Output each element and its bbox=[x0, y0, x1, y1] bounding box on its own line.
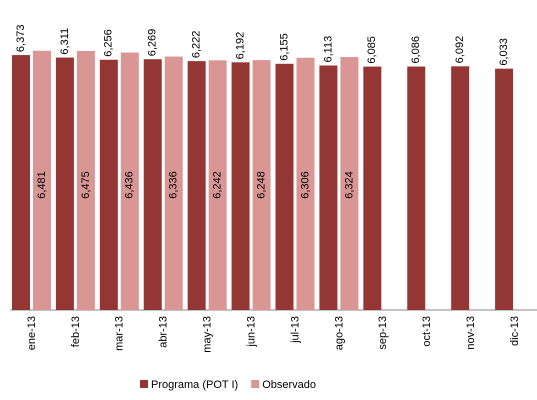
bar bbox=[275, 63, 294, 310]
value-label: 6,222 bbox=[191, 31, 203, 59]
bar bbox=[407, 66, 426, 310]
bar bbox=[252, 60, 271, 310]
bar bbox=[164, 56, 183, 311]
x-tick-label: may-13 bbox=[202, 316, 214, 353]
value-label: 6,475 bbox=[80, 171, 92, 199]
x-tick-label: ene-13 bbox=[26, 316, 38, 350]
value-label: 6,481 bbox=[36, 171, 48, 199]
value-label: 6,155 bbox=[278, 33, 290, 61]
bar bbox=[451, 66, 470, 310]
bar bbox=[340, 57, 359, 310]
bar bbox=[12, 55, 30, 310]
x-tick-label: dic-13 bbox=[509, 316, 521, 346]
legend-swatch bbox=[251, 380, 260, 388]
value-label: 6,336 bbox=[168, 171, 180, 199]
x-tick-label: feb-13 bbox=[70, 316, 82, 347]
x-tick-label: sep-13 bbox=[377, 316, 389, 350]
x-tick-label: oct-13 bbox=[421, 316, 433, 347]
x-tick-label: jul-13 bbox=[289, 316, 301, 344]
value-label: 6,269 bbox=[147, 29, 159, 57]
value-label: 6,311 bbox=[59, 28, 71, 55]
x-tick-label: jun-13 bbox=[245, 316, 257, 348]
bar bbox=[99, 59, 118, 311]
value-label: 6,373 bbox=[15, 25, 27, 53]
bar bbox=[55, 57, 74, 311]
bar bbox=[120, 52, 139, 311]
bar bbox=[187, 61, 206, 311]
bar bbox=[231, 62, 250, 310]
value-label: 6,113 bbox=[322, 36, 334, 63]
bar bbox=[495, 68, 514, 311]
value-label: 6,092 bbox=[454, 36, 466, 64]
value-label: 6,436 bbox=[124, 171, 136, 199]
bar bbox=[296, 57, 315, 311]
bar bbox=[319, 65, 338, 310]
x-tick-label: ago-13 bbox=[333, 316, 345, 350]
value-label: 6,192 bbox=[234, 32, 246, 60]
bar bbox=[208, 60, 227, 310]
value-label: 6,248 bbox=[255, 171, 267, 199]
legend-label: Observado bbox=[262, 379, 316, 391]
bar bbox=[143, 59, 162, 310]
legend-label: Programa (POT I) bbox=[151, 379, 238, 391]
value-label: 6,256 bbox=[103, 29, 115, 57]
x-tick-label: abr-13 bbox=[158, 316, 170, 348]
value-label: 6,306 bbox=[299, 171, 311, 199]
bar bbox=[33, 50, 51, 310]
value-label: 6,033 bbox=[498, 38, 510, 66]
legend-swatch bbox=[140, 380, 148, 388]
value-label: 6,085 bbox=[366, 36, 378, 64]
bar bbox=[76, 51, 95, 310]
value-label: 6,324 bbox=[343, 171, 355, 199]
x-tick-label: nov-13 bbox=[465, 316, 477, 350]
bar bbox=[363, 66, 382, 310]
value-label: 6,242 bbox=[212, 171, 224, 199]
x-tick-label: mar-13 bbox=[114, 316, 126, 351]
value-label: 6,086 bbox=[410, 36, 422, 64]
